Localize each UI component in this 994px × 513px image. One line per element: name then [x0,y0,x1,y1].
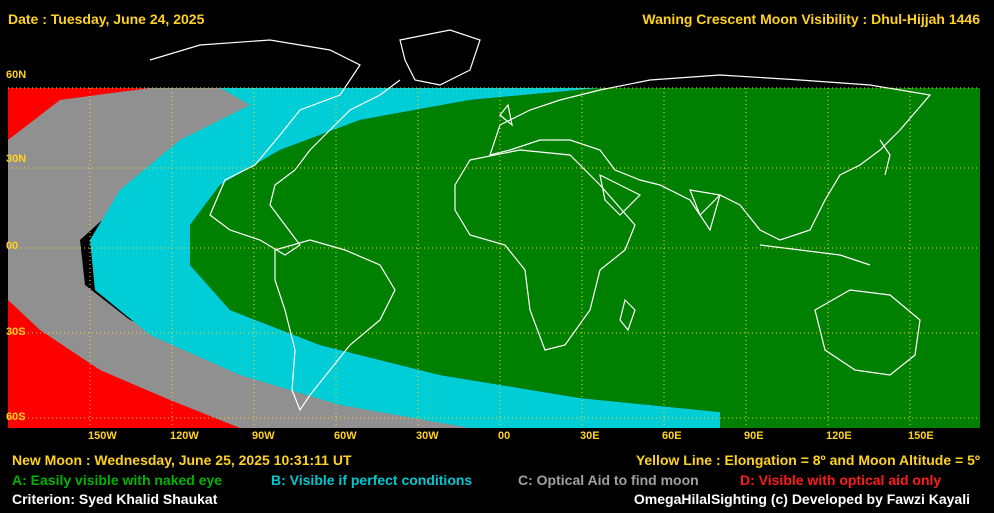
zone-b-cyan [90,88,760,428]
zone-a-green [190,88,980,428]
lon-label-150e: 150E [908,430,934,442]
lat-label-30n: 30N [6,153,27,165]
lon-label-90w: 90W [252,430,275,442]
lon-label-30e: 30E [580,430,600,442]
lat-label-60s: 60S [6,411,26,423]
lat-label-60n: 60N [6,69,27,81]
lon-label-00: 00 [498,430,511,442]
legend-d: D: Visible with optical aid only [740,472,942,488]
new-moon-info: New Moon : Wednesday, June 25, 2025 10:3… [12,452,352,468]
visibility-zones [8,88,980,428]
legend-a: A: Easily visible with naked eye [12,472,223,488]
lon-label-120w: 120W [170,430,199,442]
lon-label-90e: 90E [744,430,764,442]
lon-label-30w: 30W [416,430,439,442]
lat-label-00: 00 [6,240,19,252]
legend-b: B: Visible if perfect conditions [271,472,473,488]
criterion-info: Criterion: Syed Khalid Shaukat [12,491,218,507]
lon-label-60w: 60W [334,430,357,442]
lat-label-30s: 30S [6,326,26,338]
lon-label-60e: 60E [662,430,682,442]
map-title: Waning Crescent Moon Visibility : Dhul-H… [642,11,980,27]
credit-info: OmegaHilalSighting (c) Developed by Fawz… [633,491,970,507]
legend-c: C: Optical Aid to find moon [518,472,699,488]
lon-label-120e: 120E [826,430,852,442]
date-label: Date : Tuesday, June 24, 2025 [8,11,205,27]
grid-lines [8,87,980,428]
lon-label-150w: 150W [88,430,117,442]
yellow-line-info: Yellow Line : Elongation = 8º and Moon A… [635,452,980,468]
